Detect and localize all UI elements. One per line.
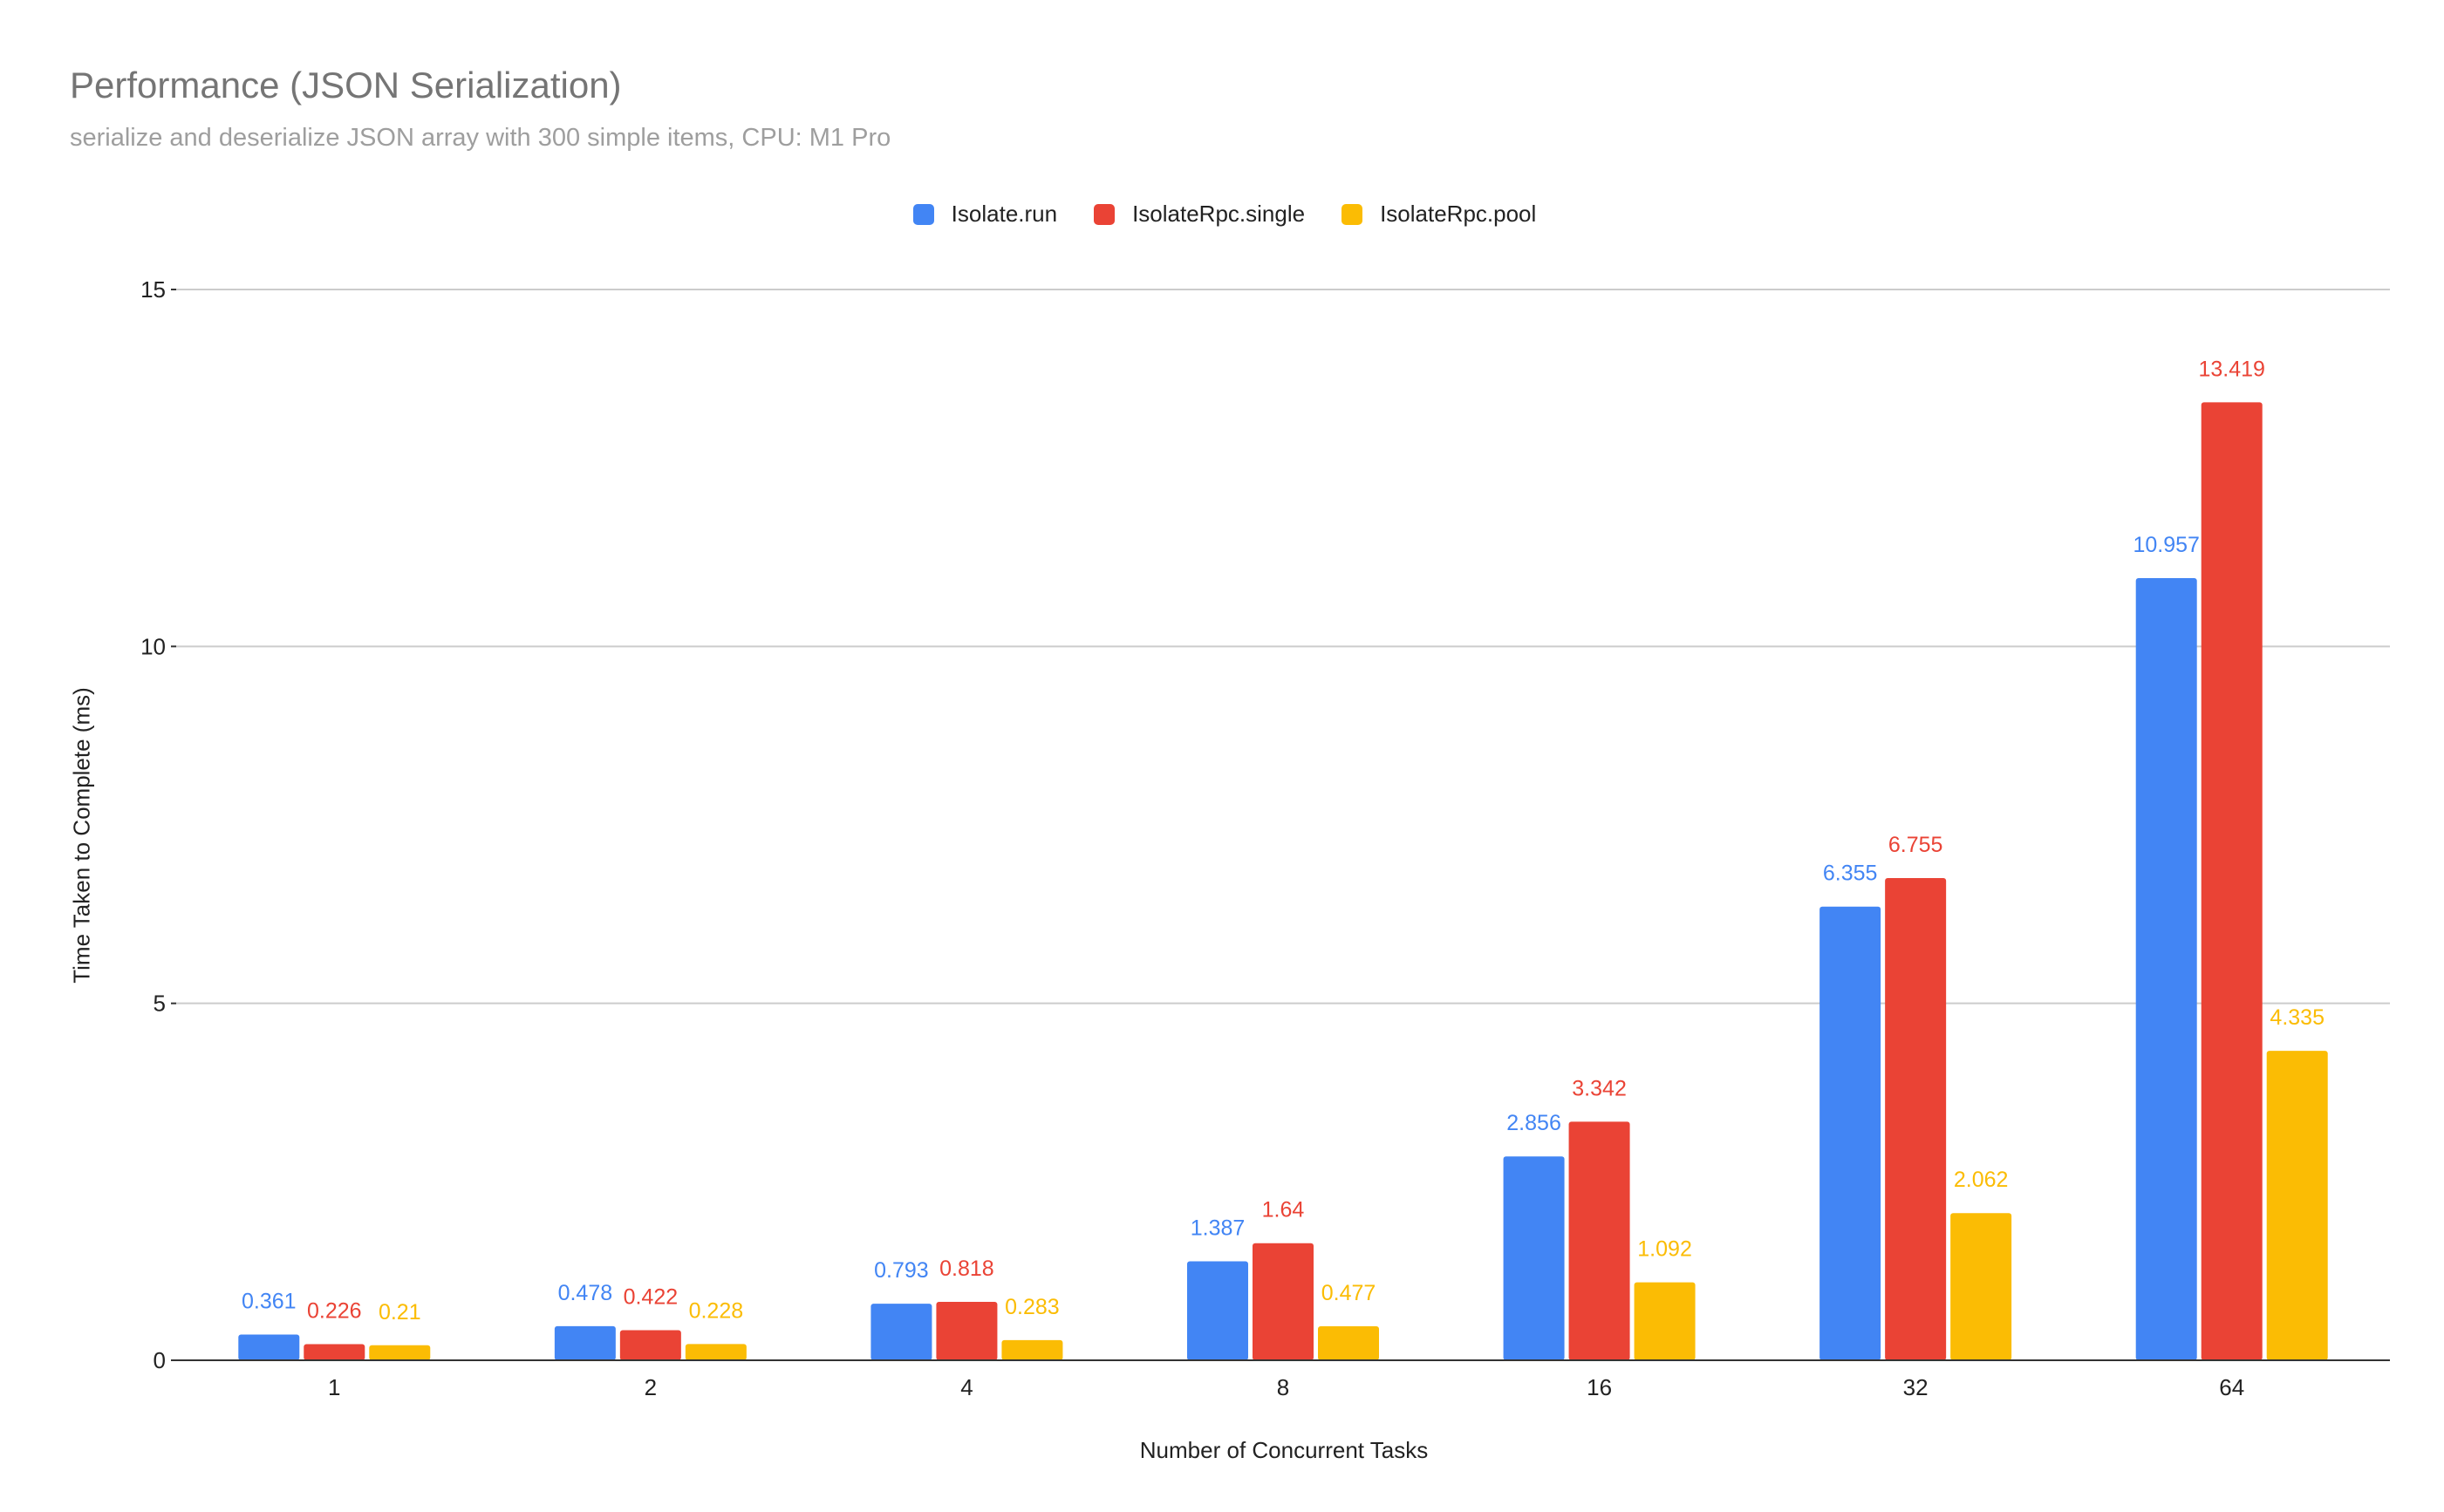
bar-isolaterpc-pool-16[interactable] xyxy=(1634,1282,1696,1360)
bar-isolaterpc-single-4[interactable] xyxy=(936,1302,998,1360)
bar-isolate-run-4[interactable] xyxy=(870,1304,932,1360)
data-label: 13.419 xyxy=(2198,357,2264,381)
data-label: 0.283 xyxy=(1005,1295,1060,1319)
data-label: 0.228 xyxy=(689,1298,744,1323)
x-tick-label: 32 xyxy=(1903,1374,1929,1400)
x-axis-title: Number of Concurrent Tasks xyxy=(1139,1437,1429,1463)
chart-subtitle: serialize and deserialize JSON array wit… xyxy=(70,124,891,152)
legend-swatch-isolaterpc-pool xyxy=(1341,203,1363,225)
data-label: 6.755 xyxy=(1888,833,1943,857)
legend-label-isolaterpc-single: IsolateRpc.single xyxy=(1132,201,1306,227)
legend: Isolate.run IsolateRpc.single IsolateRpc… xyxy=(0,201,2444,228)
x-tick-label: 1 xyxy=(328,1374,340,1400)
data-label: 4.335 xyxy=(2270,1005,2325,1030)
legend-item-isolaterpc-single[interactable]: IsolateRpc.single xyxy=(1094,201,1305,228)
bar-isolaterpc-pool-64[interactable] xyxy=(2266,1051,2328,1360)
bar-isolaterpc-pool-8[interactable] xyxy=(1318,1325,1379,1360)
bar-isolaterpc-single-1[interactable] xyxy=(304,1344,365,1360)
x-tick-label: 4 xyxy=(960,1374,973,1400)
data-label: 3.342 xyxy=(1572,1076,1627,1100)
legend-label-isolate-run: Isolate.run xyxy=(951,201,1058,227)
legend-swatch-isolate-run xyxy=(912,203,934,225)
bar-isolate-run-8[interactable] xyxy=(1187,1261,1248,1360)
data-label: 0.793 xyxy=(874,1258,929,1283)
bar-isolaterpc-pool-2[interactable] xyxy=(685,1344,747,1360)
data-label: 0.478 xyxy=(558,1281,613,1305)
bar-isolate-run-16[interactable] xyxy=(1503,1156,1565,1360)
y-tick-label: 5 xyxy=(154,991,166,1017)
label-layer: 0.361 0.226 0.21 0.478 0.422 0.228 0.793 0.818 0… xyxy=(242,357,2325,1324)
bar-isolaterpc-single-64[interactable] xyxy=(2201,402,2263,1361)
x-tick-label: 8 xyxy=(1277,1374,1289,1400)
data-label: 10.957 xyxy=(2133,533,2199,557)
x-tick-label: 2 xyxy=(645,1374,657,1400)
data-label: 0.818 xyxy=(939,1257,994,1281)
data-label: 0.422 xyxy=(624,1284,679,1309)
bar-isolaterpc-single-32[interactable] xyxy=(1885,877,1947,1360)
data-label: 1.092 xyxy=(1637,1237,1692,1262)
legend-item-isolate-run[interactable]: Isolate.run xyxy=(912,201,1058,228)
data-label: 2.856 xyxy=(1506,1111,1561,1135)
data-label: 1.387 xyxy=(1191,1216,1246,1240)
bar-isolaterpc-pool-32[interactable] xyxy=(1950,1213,2012,1360)
legend-swatch-isolaterpc-single xyxy=(1094,203,1116,225)
y-tick-label: 0 xyxy=(154,1347,166,1373)
y-tick-label: 10 xyxy=(140,633,166,659)
data-label: 0.226 xyxy=(307,1298,362,1323)
grid-layer xyxy=(176,289,2390,1005)
bar-isolaterpc-pool-4[interactable] xyxy=(1001,1339,1063,1360)
y-axis-title: Time Taken to Complete (ms) xyxy=(68,687,95,984)
legend-item-isolaterpc-pool[interactable]: IsolateRpc.pool xyxy=(1341,201,1536,228)
data-label: 0.477 xyxy=(1321,1281,1376,1305)
bar-isolate-run-1[interactable] xyxy=(238,1334,300,1360)
data-label: 0.21 xyxy=(379,1300,421,1325)
bar-isolaterpc-single-16[interactable] xyxy=(1568,1121,1630,1360)
bar-isolaterpc-single-2[interactable] xyxy=(619,1330,681,1360)
bar-isolate-run-32[interactable] xyxy=(1819,906,1881,1360)
x-tick-label: 64 xyxy=(2219,1374,2244,1400)
data-label: 2.062 xyxy=(1954,1168,2009,1192)
y-tick-label: 15 xyxy=(140,276,166,303)
legend-label-isolaterpc-pool: IsolateRpc.pool xyxy=(1380,201,1537,227)
x-tick-label: 16 xyxy=(1587,1374,1612,1400)
data-label: 0.361 xyxy=(242,1289,297,1313)
data-label: 1.64 xyxy=(1262,1198,1305,1223)
bar-isolate-run-64[interactable] xyxy=(2135,577,2197,1360)
chart-title: Performance (JSON Serialization) xyxy=(70,65,622,106)
data-label: 6.355 xyxy=(1823,862,1878,886)
bar-isolaterpc-pool-1[interactable] xyxy=(369,1345,431,1360)
axis-layer: 0 5 10 15 1 2 4 8 16 32 64 xyxy=(140,276,2390,1400)
bar-isolaterpc-single-8[interactable] xyxy=(1253,1243,1314,1360)
bar-isolate-run-2[interactable] xyxy=(554,1325,616,1360)
bar-layer xyxy=(238,402,2328,1361)
